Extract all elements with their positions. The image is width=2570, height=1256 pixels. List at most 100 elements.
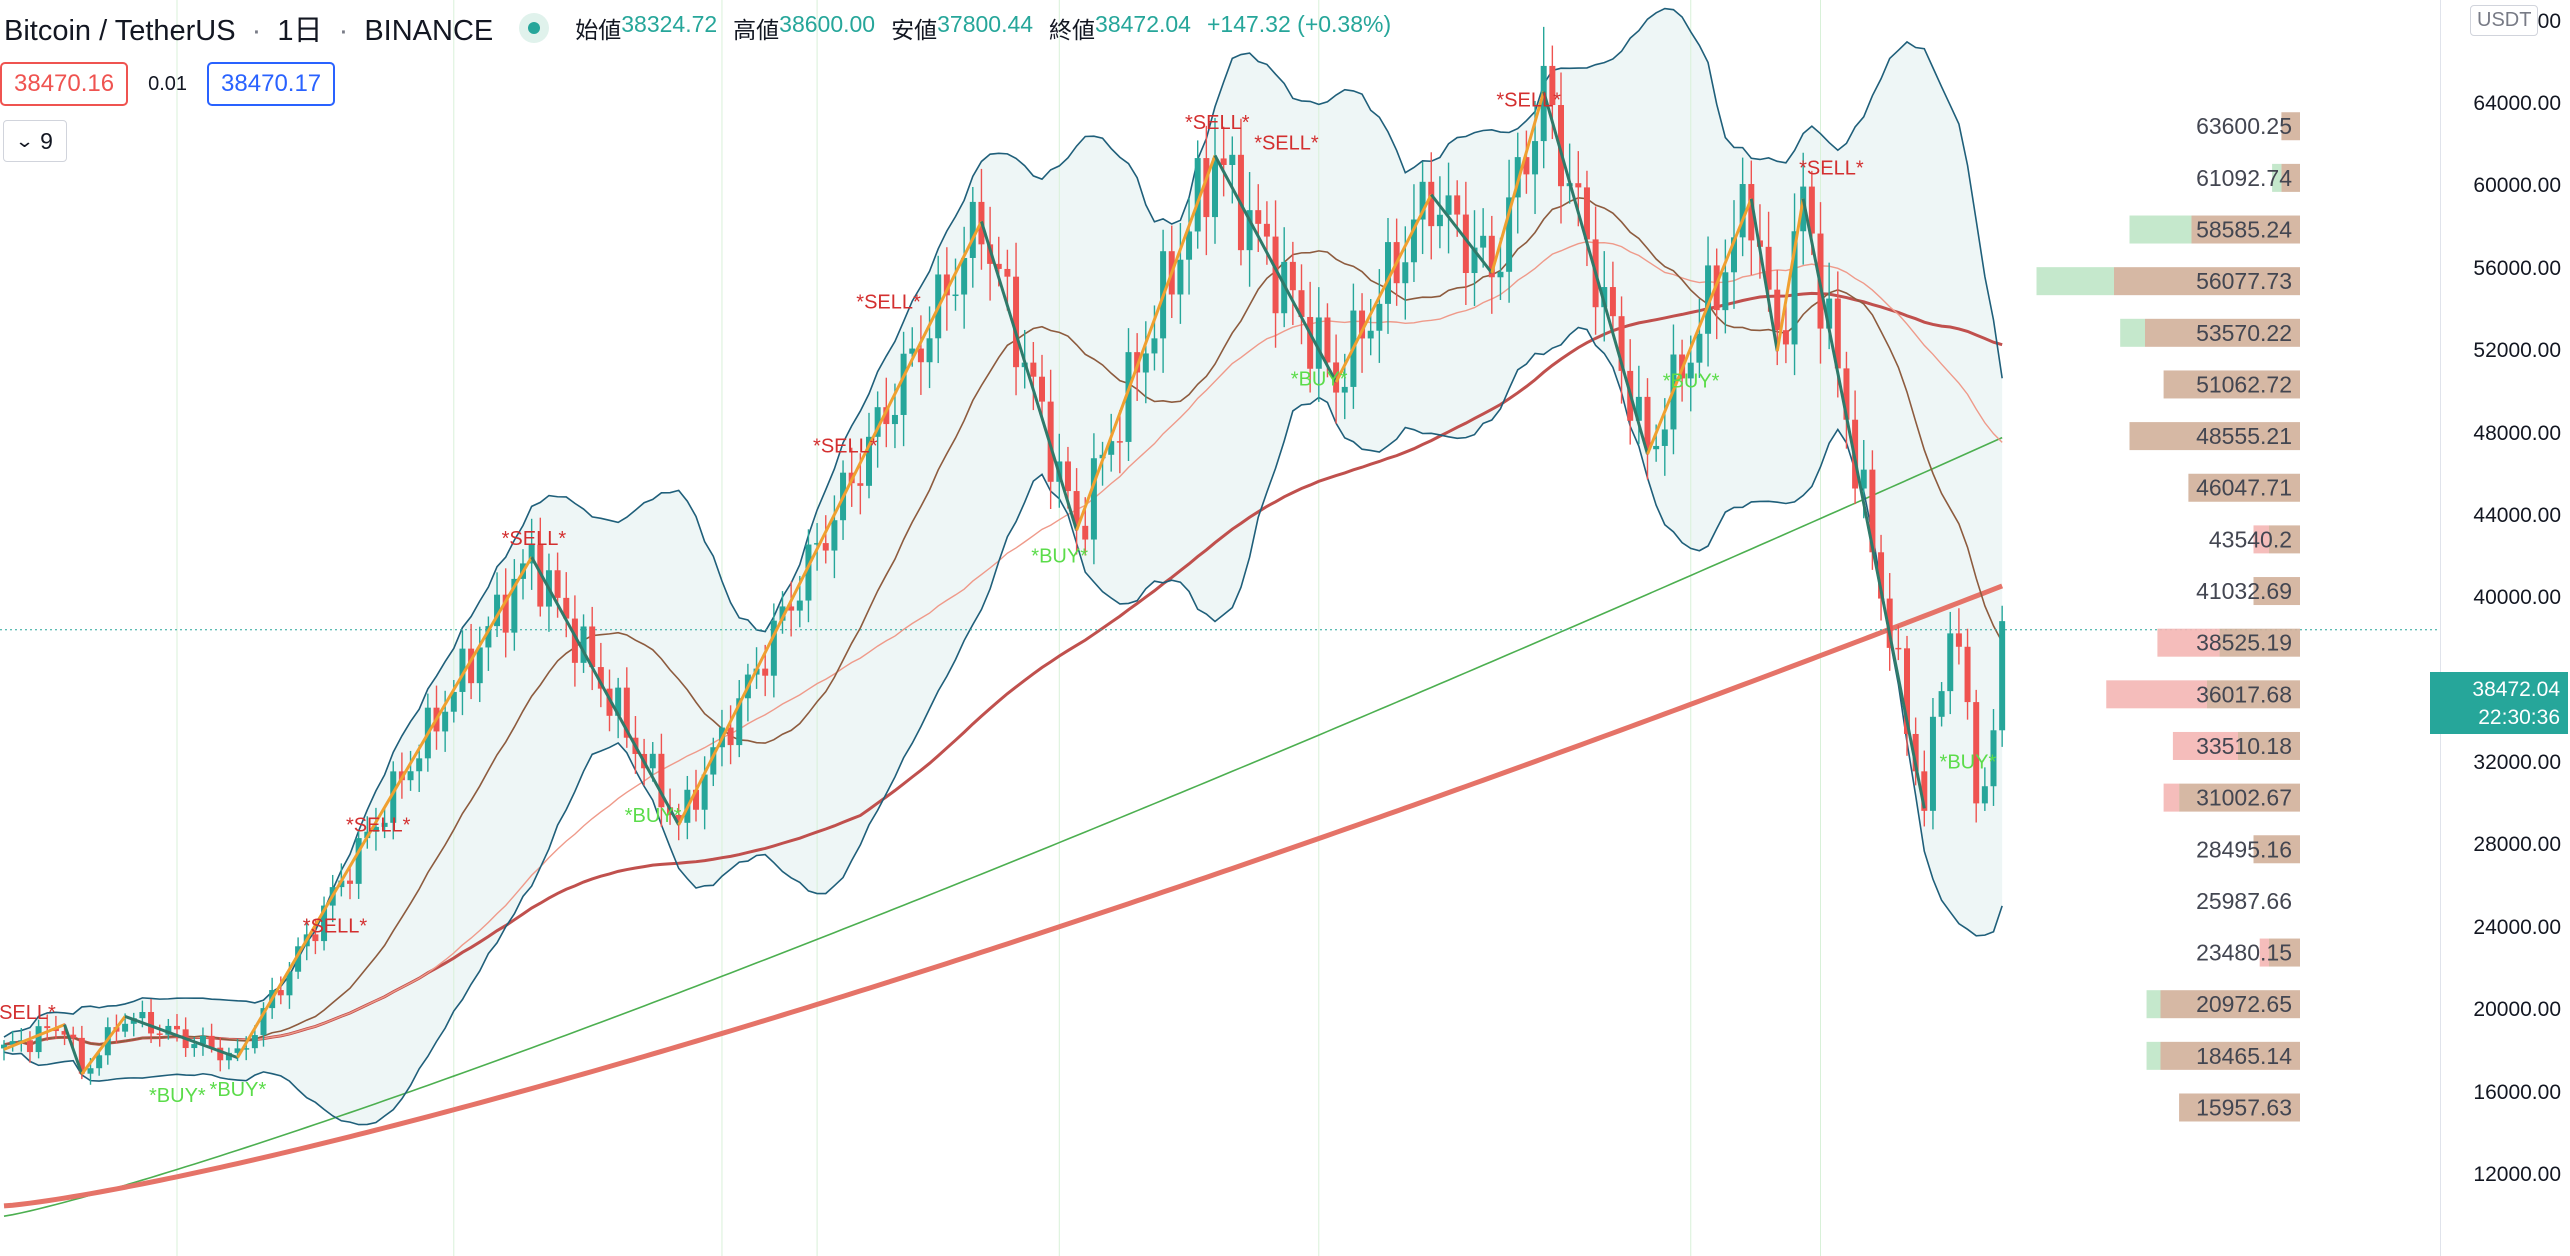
candle-body bbox=[1618, 316, 1625, 371]
volume-profile-sell-bar bbox=[2106, 680, 2207, 709]
sell-signal-label: *SELL* bbox=[502, 528, 567, 550]
candle-body bbox=[900, 353, 907, 415]
candle-body bbox=[909, 348, 916, 354]
candle-body bbox=[1999, 621, 2006, 731]
volume-profile-sell-bar bbox=[2172, 731, 2238, 760]
candle-body bbox=[1549, 65, 1556, 106]
exchange-label[interactable]: BINANCE bbox=[364, 15, 494, 47]
candle-body bbox=[693, 789, 699, 810]
low-value: 37800.44 bbox=[937, 11, 1034, 37]
candle-body bbox=[148, 1012, 155, 1034]
price-axis-tick: 56000.00 bbox=[2473, 256, 2561, 280]
candle-body bbox=[1878, 552, 1885, 599]
price-axis-tick: 48000.00 bbox=[2473, 421, 2561, 445]
volume-profile-sell-bar bbox=[2157, 628, 2220, 657]
volume-profile-level: 61092.74 bbox=[2196, 165, 2292, 191]
last-price-value: 38472.04 bbox=[2472, 678, 2560, 701]
candle-body bbox=[191, 1044, 198, 1049]
sma-200-line bbox=[3, 436, 2003, 1217]
candle-body bbox=[1090, 458, 1097, 540]
volume-profile-level: 25987.66 bbox=[2196, 888, 2292, 914]
candle-body bbox=[1947, 633, 1954, 692]
price-chart[interactable]: *SELL**SELL**SELL**SELL**SELL**SELL**SEL… bbox=[0, 0, 2440, 1256]
candle-body bbox=[1410, 219, 1417, 263]
sell-signal-label: *SELL* bbox=[0, 1002, 56, 1024]
candle-body bbox=[822, 543, 829, 551]
candle-body bbox=[1116, 441, 1123, 443]
candle-body bbox=[390, 771, 397, 823]
candle-body bbox=[174, 1025, 180, 1030]
candle-body bbox=[1203, 158, 1210, 218]
zigzag-down-line bbox=[1213, 154, 1338, 383]
candle-body bbox=[1921, 771, 1928, 811]
currency-button[interactable]: USDT bbox=[2470, 5, 2539, 36]
candle-body bbox=[156, 1033, 163, 1035]
buy-signal-label: *BUY* bbox=[1663, 370, 1720, 392]
volume-profile-up-bar bbox=[2146, 990, 2161, 1019]
candle-body bbox=[995, 263, 1002, 269]
candle-body bbox=[597, 667, 604, 689]
volume-profile-level: 51062.72 bbox=[2196, 371, 2292, 397]
candle-body bbox=[347, 880, 353, 884]
candle-body bbox=[1583, 187, 1590, 240]
price-axis[interactable]: 68000.0064000.0060000.0056000.0052000.00… bbox=[2440, 0, 2570, 1256]
candle-body bbox=[926, 338, 933, 363]
sell-signal-label: *SELL* bbox=[1185, 112, 1250, 134]
candle-body bbox=[952, 294, 959, 297]
candle-body bbox=[1039, 376, 1045, 402]
volume-profile-level: 20972.65 bbox=[2196, 991, 2292, 1017]
symbol-title[interactable]: Bitcoin / TetherUS · 1日 · BINANCE bbox=[4, 7, 493, 49]
volume-profile-level: 63600.25 bbox=[2196, 113, 2292, 139]
candle-body bbox=[762, 668, 769, 676]
candle-body bbox=[1575, 183, 1582, 188]
candle-body bbox=[1030, 362, 1037, 377]
candle-body bbox=[727, 727, 734, 746]
buy-price-button[interactable]: 38470.17 bbox=[207, 62, 336, 106]
candle-body bbox=[277, 990, 284, 996]
candle-body bbox=[961, 257, 968, 295]
change-value: +147.32 (+0.38%) bbox=[1206, 11, 1392, 37]
candle-body bbox=[1272, 236, 1279, 314]
candle-body bbox=[234, 1048, 241, 1053]
candle-body bbox=[199, 1035, 206, 1045]
candle-body bbox=[1731, 237, 1737, 273]
market-status-icon[interactable] bbox=[519, 13, 550, 43]
buy-signal-label: *BUY* bbox=[1291, 368, 1348, 390]
volume-profile-up-bar bbox=[2272, 163, 2282, 192]
candle-body bbox=[1981, 786, 1988, 804]
candle-body bbox=[1696, 333, 1703, 363]
price-axis-tick: 20000.00 bbox=[2473, 998, 2561, 1022]
indicators-toggle-button[interactable]: ⌄ 9 bbox=[3, 120, 67, 162]
sell-signal-label: *SELL* bbox=[346, 814, 411, 836]
sell-price-button[interactable]: 38470.16 bbox=[0, 62, 129, 106]
candle-body bbox=[1540, 65, 1547, 142]
candle-body bbox=[1497, 271, 1504, 278]
candle-body bbox=[35, 1026, 42, 1053]
candle-body bbox=[1125, 352, 1132, 442]
interval-label[interactable]: 1日 bbox=[277, 15, 323, 47]
volume-profile-bar bbox=[2160, 1041, 2300, 1070]
open-label: 始値 bbox=[575, 17, 622, 43]
candle-body bbox=[450, 691, 457, 712]
volume-profile-bar bbox=[2269, 525, 2300, 554]
price-axis-tick: 24000.00 bbox=[2473, 915, 2561, 939]
volume-profile-level: 56077.73 bbox=[2196, 268, 2292, 294]
candle-body bbox=[528, 544, 535, 564]
zigzag-up-line bbox=[1646, 198, 1753, 455]
candle-body bbox=[1964, 646, 1971, 703]
candle-body bbox=[372, 826, 379, 832]
candle-body bbox=[1333, 362, 1340, 393]
high-label: 高値 bbox=[733, 17, 780, 43]
candle-body bbox=[788, 606, 795, 611]
candle-body bbox=[1367, 330, 1374, 339]
candle-body bbox=[26, 1040, 33, 1053]
ohlc-values: 始値 38324.72 高値 38600.00 安値 37800.44 終値 38472… bbox=[575, 11, 1397, 45]
volume-profile-bar bbox=[2179, 783, 2300, 812]
chart-area[interactable]: *SELL**SELL**SELL**SELL**SELL**SELL**SEL… bbox=[0, 0, 2440, 1256]
zigzag-down-line bbox=[1801, 198, 1926, 809]
price-axis-tick: 44000.00 bbox=[2473, 503, 2561, 527]
zigzag-down-line bbox=[1749, 198, 1779, 352]
symbol-name[interactable]: Bitcoin / TetherUS bbox=[4, 15, 236, 47]
candle-body bbox=[1808, 186, 1815, 234]
volume-profile-level: 23480.15 bbox=[2196, 940, 2292, 966]
